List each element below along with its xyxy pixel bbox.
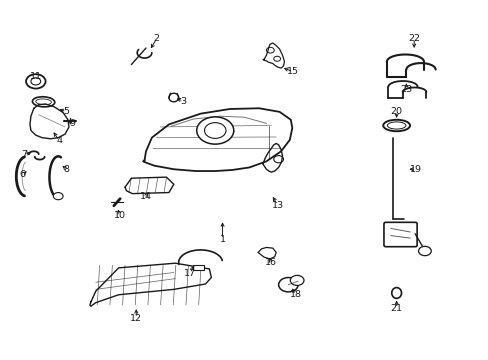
Text: 13: 13: [271, 201, 283, 210]
Text: 3: 3: [180, 96, 186, 105]
Text: 12: 12: [130, 314, 142, 323]
Text: 14: 14: [140, 192, 152, 201]
Polygon shape: [30, 104, 69, 139]
Text: 22: 22: [407, 34, 419, 43]
Text: 11: 11: [30, 72, 41, 81]
Circle shape: [53, 193, 63, 200]
Circle shape: [290, 275, 304, 285]
Polygon shape: [263, 43, 284, 68]
Text: 5: 5: [63, 107, 69, 116]
Text: 2: 2: [153, 34, 160, 43]
Polygon shape: [143, 108, 292, 171]
Text: 19: 19: [409, 165, 421, 174]
Ellipse shape: [383, 120, 409, 131]
Text: 15: 15: [286, 67, 299, 76]
Polygon shape: [125, 177, 173, 194]
Circle shape: [26, 74, 45, 89]
Text: 6: 6: [20, 170, 25, 179]
Text: 20: 20: [390, 107, 402, 116]
Text: 8: 8: [63, 165, 69, 174]
FancyBboxPatch shape: [193, 265, 203, 270]
Text: 17: 17: [183, 269, 196, 278]
Text: 7: 7: [21, 150, 27, 159]
Text: 21: 21: [390, 304, 402, 313]
Text: 16: 16: [265, 258, 277, 267]
FancyBboxPatch shape: [383, 222, 416, 247]
Text: 18: 18: [289, 290, 301, 299]
Text: 4: 4: [56, 136, 62, 145]
Text: 9: 9: [70, 119, 76, 128]
Circle shape: [196, 117, 233, 144]
Text: 23: 23: [400, 85, 411, 94]
Text: 1: 1: [219, 235, 225, 244]
Polygon shape: [90, 263, 211, 306]
Ellipse shape: [32, 97, 55, 107]
Circle shape: [278, 278, 298, 292]
Polygon shape: [263, 143, 282, 172]
Ellipse shape: [391, 288, 401, 298]
Circle shape: [418, 246, 430, 256]
Polygon shape: [258, 247, 276, 259]
Text: 10: 10: [114, 211, 126, 220]
